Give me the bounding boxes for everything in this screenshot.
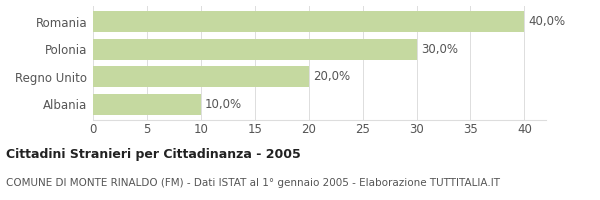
Text: COMUNE DI MONTE RINALDO (FM) - Dati ISTAT al 1° gennaio 2005 - Elaborazione TUTT: COMUNE DI MONTE RINALDO (FM) - Dati ISTA… xyxy=(6,178,500,188)
Bar xyxy=(93,94,201,115)
Text: 20,0%: 20,0% xyxy=(313,70,350,83)
Bar xyxy=(93,11,524,32)
Text: 10,0%: 10,0% xyxy=(205,98,242,111)
Text: 40,0%: 40,0% xyxy=(529,15,566,28)
Text: 30,0%: 30,0% xyxy=(421,43,458,56)
Text: Cittadini Stranieri per Cittadinanza - 2005: Cittadini Stranieri per Cittadinanza - 2… xyxy=(6,148,301,161)
Bar xyxy=(93,66,309,87)
Bar xyxy=(93,39,416,60)
